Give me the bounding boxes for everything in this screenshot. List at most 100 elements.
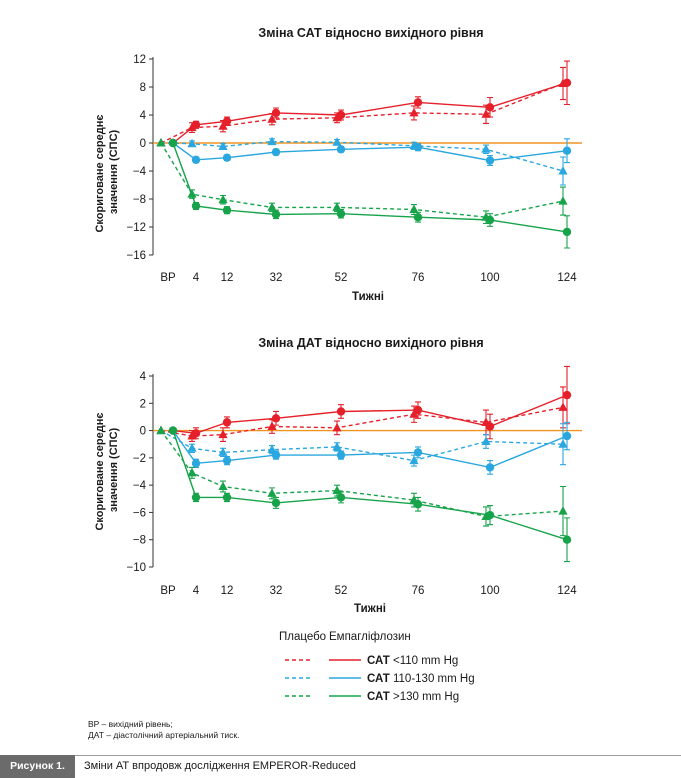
chart-dbp-xtick-label: 124 (557, 585, 577, 597)
chart-sbp-xtick-label: 4 (193, 272, 200, 284)
chart-dbp-point (558, 402, 568, 411)
chart-dbp-ylabel-line1: Скориговане середнє (94, 413, 106, 531)
chart-sbp-point (562, 227, 572, 237)
chart-dbp: Зміна ДАТ відносно вихідного рівня Скори… (94, 336, 582, 615)
chart-sbp-point (191, 201, 201, 211)
chart-sbp-point (558, 196, 568, 205)
chart-dbp-point (562, 431, 572, 441)
chart-sbp-series-line (172, 142, 568, 233)
chart-dbp-ytick-label: −10 (126, 562, 146, 574)
chart-dbp-ytick-label: −8 (133, 535, 146, 547)
chart-sbp-point (271, 147, 281, 157)
chart-dbp-title: Зміна ДАТ відносно вихідного рівня (258, 336, 483, 350)
chart-dbp-xlabel: Тижні (354, 603, 386, 615)
legend-placebo-header: Плацебо (279, 631, 326, 643)
chart-dbp-point (558, 439, 568, 448)
chart-dbp-point (413, 500, 423, 509)
chart-sbp-xlabel: Тижні (352, 291, 384, 303)
chart-sbp-xtick-label: 32 (270, 272, 283, 284)
chart-sbp-point (558, 166, 568, 175)
chart-dbp-point (336, 407, 346, 416)
chart-sbp-point (191, 155, 201, 164)
chart-sbp-ytick-label: −12 (126, 222, 146, 234)
chart-sbp-point (187, 138, 197, 148)
chart-sbp-point (271, 210, 281, 219)
chart-sbp-ytick-label: −8 (133, 194, 146, 206)
chart-dbp-point (187, 431, 197, 440)
chart-dbp-point (187, 443, 197, 452)
chart-dbp-point (218, 429, 228, 439)
chart-dbp-series-line (172, 430, 568, 469)
chart-sbp-point (222, 153, 232, 162)
chart-sbp-point (413, 98, 423, 107)
chart-sbp-point (485, 156, 495, 165)
chart-dbp-point (409, 455, 419, 465)
chart-sbp-xtick-label: 100 (480, 272, 499, 284)
chart-sbp-xtick-label: 52 (335, 272, 348, 284)
chart-dbp-point (485, 463, 495, 472)
chart-sbp-point (409, 204, 419, 213)
chart-dbp-xtick-label: 100 (480, 585, 499, 597)
chart-sbp-point (222, 117, 232, 126)
chart-sbp-ytick-label: 8 (140, 82, 146, 94)
footnotes: BP – вихідний рівень; ДАТ – діастолічний… (88, 719, 239, 741)
chart-dbp-ylabel: Скориговане середнє значення (СПС) (94, 409, 120, 530)
chart-sbp-point (336, 110, 346, 120)
chart-dbp-point (332, 422, 342, 432)
chart-dbp-point (481, 436, 491, 445)
chart-dbp-ytick-label: −6 (133, 507, 146, 519)
chart-sbp-point (409, 107, 419, 117)
chart-dbp-point (336, 493, 346, 502)
chart-sbp-point (481, 109, 491, 118)
chart-dbp-point (187, 467, 197, 477)
chart-sbp-point (481, 144, 491, 153)
chart-sbp-series-line (160, 140, 564, 172)
chart-dbp-ytick-label: 4 (140, 371, 147, 383)
chart-sbp-point (218, 121, 228, 130)
chart-dbp-series-line (172, 394, 568, 435)
chart-dbp-point (562, 390, 572, 400)
chart-sbp-ylabel-line2: значення (СПС) (108, 129, 120, 214)
chart-dbp-point (558, 506, 568, 515)
chart-sbp-point (413, 213, 423, 222)
figure-caption: Рисунок 1. Зміни АТ впродовж дослідження… (0, 755, 681, 778)
chart-sbp-point (485, 103, 495, 112)
chart-dbp-point (271, 450, 281, 460)
chart-sbp-point (485, 215, 495, 225)
chart-sbp: Зміна САТ відносно вихідного рівня Скори… (94, 26, 582, 303)
chart-dbp-point (218, 447, 228, 456)
chart-dbp-point (271, 498, 281, 508)
chart-dbp-series-line (160, 430, 564, 518)
chart-sbp-point (413, 143, 423, 152)
chart-dbp-xtick-label: 12 (221, 585, 234, 597)
chart-sbp-series-line (172, 82, 568, 144)
chart-sbp-point (191, 120, 201, 129)
chart-sbp-ytick-label: 0 (140, 138, 146, 150)
chart-dbp-point (413, 448, 423, 457)
chart-dbp-point (413, 405, 423, 415)
chart-sbp-point (218, 194, 228, 204)
chart-dbp-point (336, 450, 346, 460)
footnote-dat: ДАТ – діастолічний артеріальний тиск. (88, 730, 240, 740)
chart-sbp-ytick-label: 12 (133, 54, 146, 66)
chart-dbp-xtick-label: 52 (335, 585, 348, 597)
chart-sbp-point (332, 202, 342, 211)
chart-dbp-ytick-label: 2 (140, 398, 146, 410)
chart-dbp-ytick-label: −2 (133, 453, 146, 465)
chart-sbp-xtick-label: BP (160, 272, 176, 284)
chart-dbp-point (222, 418, 232, 427)
chart-dbp-xtick-label: 32 (270, 585, 283, 597)
chart-dbp-point (332, 485, 342, 495)
chart-sbp-point (267, 114, 277, 123)
chart-dbp-point (267, 421, 277, 430)
chart-dbp-point (191, 429, 201, 438)
chart-dbp-ylabel-line2: значення (СПС) (108, 427, 120, 512)
caption-divider (75, 755, 681, 756)
chart-sbp-point (267, 202, 277, 211)
chart-dbp-point (191, 459, 201, 468)
chart-sbp-point (336, 145, 346, 154)
chart-sbp-ylabel: Скориговане середнє значення (СПС) (94, 111, 120, 232)
legend-empa-header: Емпагліфлозин (329, 631, 411, 643)
chart-dbp-point (267, 488, 277, 497)
